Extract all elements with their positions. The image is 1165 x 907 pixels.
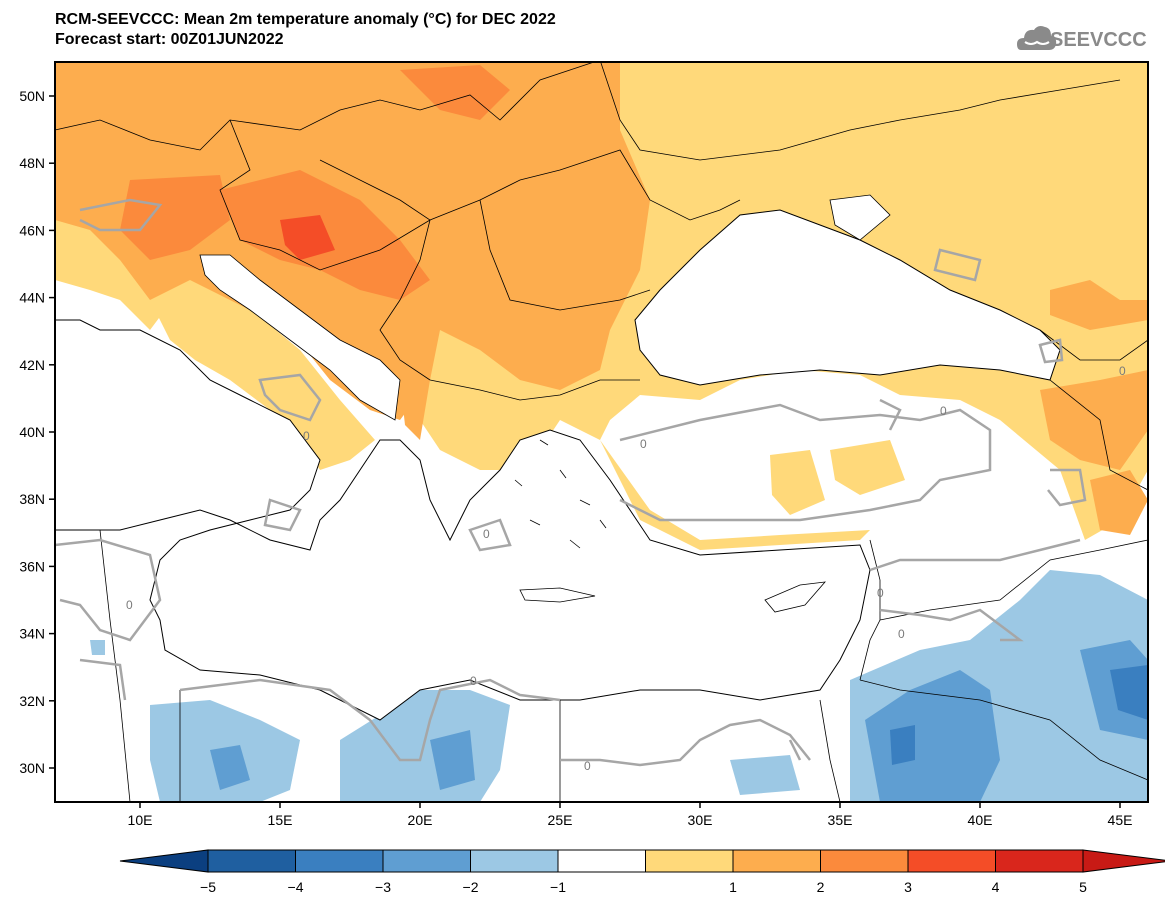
colorbar-low-arrow <box>119 849 209 873</box>
aegean-islands <box>514 439 607 549</box>
anomaly-shade-light-blue-tunisia <box>90 640 105 655</box>
lon-label: 40E <box>968 812 993 828</box>
lat-label: 44N <box>19 290 45 306</box>
anomaly-shade-light-blue-sinai <box>730 755 800 795</box>
anomaly-shade-orange-balkan-coast <box>395 330 430 440</box>
colorbar-label: −4 <box>288 879 304 895</box>
anomaly-shade-dark-orange-west <box>120 175 230 260</box>
anomaly-field: 0 0 0 0 0 0 0 0 0 0 <box>55 62 1148 802</box>
contour-label: 0 <box>1119 364 1126 378</box>
contour-label: 0 <box>877 586 884 600</box>
contour-label: 0 <box>303 429 310 443</box>
colorbar-label: −2 <box>463 879 479 895</box>
anomaly-shade-orange-east-turkey <box>1090 470 1148 535</box>
mediterranean-sea <box>55 319 871 721</box>
colorbar-label: 1 <box>729 879 737 895</box>
colorbar-swatch <box>207 849 296 873</box>
lon-label: 20E <box>408 812 433 828</box>
anomaly-shade-dark-blue-levant <box>890 725 915 765</box>
colorbar-label: −5 <box>200 879 216 895</box>
anomaly-shade-anatolia-2 <box>830 440 905 495</box>
colorbar-swatch <box>470 849 559 873</box>
anomaly-shade-blue-levant <box>865 670 1000 802</box>
colorbar-label: 4 <box>992 879 1000 895</box>
lon-label: 10E <box>128 812 153 828</box>
lon-label: 25E <box>548 812 573 828</box>
lat-label: 34N <box>19 626 45 642</box>
anomaly-shade-blue-libya <box>210 745 250 790</box>
lon-label: 45E <box>1108 812 1133 828</box>
sea-of-azov <box>829 194 891 241</box>
anomaly-shade-anatolia-1 <box>770 450 825 515</box>
colorbar: −5 −4 −3 −2 −1 1 2 3 4 5 <box>119 849 1165 895</box>
contour-label: 0 <box>483 527 490 541</box>
forecast-start-subtitle: Forecast start: 00Z01JUN2022 <box>55 31 284 48</box>
colorbar-swatch <box>645 849 734 873</box>
crete-outline <box>519 587 596 603</box>
colorbar-label: 2 <box>817 879 825 895</box>
anomaly-shade-turkey-coast <box>600 440 870 550</box>
colorbar-label: 3 <box>904 879 912 895</box>
contour-label: 0 <box>584 759 591 773</box>
anomaly-shade-orange-north-east <box>1050 280 1148 330</box>
lat-label: 40N <box>19 424 45 440</box>
zero-contour-labels: 0 0 0 0 0 0 0 0 0 0 <box>126 364 1126 773</box>
lon-label: 30E <box>688 812 713 828</box>
lon-label: 15E <box>268 812 293 828</box>
colorbar-swatch <box>382 849 471 873</box>
logo-text: SEEVCCC <box>1050 29 1147 51</box>
anomaly-shade-dark-blue-east <box>1110 665 1148 720</box>
colorbar-high-arrow <box>1082 849 1165 873</box>
colorbar-swatch <box>557 849 646 873</box>
map-title: RCM-SEEVCCC: Mean 2m temperature anomaly… <box>55 11 556 28</box>
anomaly-shade-blue-egypt <box>430 730 475 790</box>
lat-label: 48N <box>19 155 45 171</box>
anomaly-shade-dark-orange-north <box>400 65 510 120</box>
country-borders <box>55 62 1148 802</box>
colorbar-label: 5 <box>1079 879 1087 895</box>
lat-label: 36N <box>19 558 45 574</box>
anomaly-shade-red-croatia <box>280 215 335 260</box>
colorbar-swatch <box>820 849 909 873</box>
cloud-logo-icon <box>1017 26 1057 50</box>
colorbar-swatch <box>732 849 821 873</box>
lat-label: 42N <box>19 357 45 373</box>
anomaly-shade-orange-caucasus <box>1040 370 1148 470</box>
contour-label: 0 <box>898 627 905 641</box>
adriatic-sea <box>199 254 401 421</box>
anomaly-shade-italy <box>150 260 375 470</box>
colorbar-label: −3 <box>375 879 391 895</box>
lat-label: 38N <box>19 491 45 507</box>
cyprus-outline <box>764 581 826 613</box>
zero-contours <box>55 198 1087 767</box>
contour-label: 0 <box>640 437 647 451</box>
lat-label: 32N <box>19 693 45 709</box>
lat-label: 46N <box>19 222 45 238</box>
lat-label: 30N <box>19 760 45 776</box>
contour-label: 0 <box>126 598 133 612</box>
contour-label: 0 <box>470 674 477 688</box>
contour-label: 0 <box>940 404 947 418</box>
latitude-axis: 50N 48N 46N 44N 42N 40N 38N 36N 34N 32N 30N <box>19 88 55 776</box>
black-sea <box>634 209 1061 386</box>
colorbar-swatch <box>907 849 996 873</box>
colorbar-label: −1 <box>550 879 566 895</box>
colorbar-swatch <box>295 849 384 873</box>
colorbar-swatch <box>995 849 1084 873</box>
lon-label: 35E <box>828 812 853 828</box>
longitude-axis: 10E 15E 20E 25E 30E 35E 40E 45E <box>128 802 1133 828</box>
lat-label: 50N <box>19 88 45 104</box>
